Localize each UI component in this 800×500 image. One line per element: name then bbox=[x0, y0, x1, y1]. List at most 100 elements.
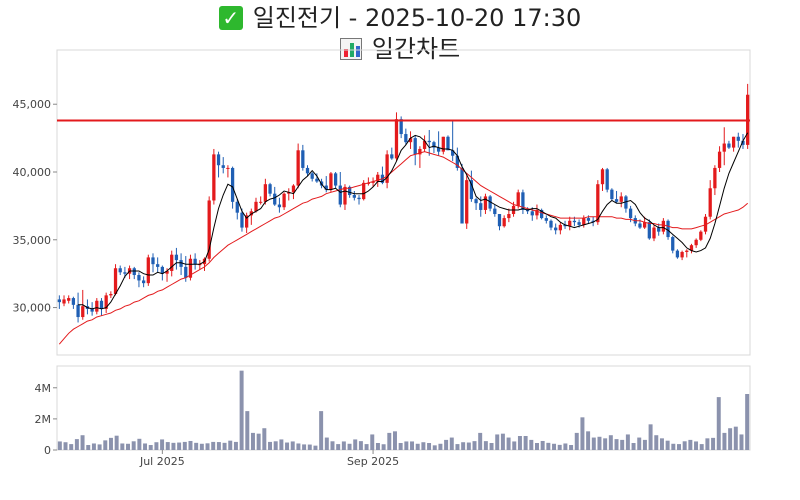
price-layer bbox=[57, 83, 750, 345]
volume-bar bbox=[398, 443, 403, 450]
candle-body bbox=[465, 180, 469, 224]
candle-body bbox=[240, 212, 244, 228]
candle-body bbox=[624, 196, 628, 209]
volume-bar bbox=[421, 442, 426, 450]
candle-body bbox=[661, 220, 666, 232]
volume-bar bbox=[569, 445, 574, 450]
volume-bar bbox=[722, 432, 727, 450]
candle-body bbox=[71, 298, 76, 305]
volume-bar bbox=[438, 443, 443, 450]
candle-body bbox=[586, 218, 591, 221]
volume-bar bbox=[478, 432, 483, 450]
volume-bar bbox=[114, 435, 119, 450]
candle-body bbox=[291, 185, 296, 193]
volume-bar bbox=[126, 443, 130, 450]
volume-bar bbox=[91, 443, 96, 450]
candle-body bbox=[535, 209, 539, 216]
volume-bar bbox=[194, 442, 199, 450]
candle-body bbox=[469, 180, 474, 200]
candle-body bbox=[390, 154, 394, 159]
volume-bar bbox=[688, 439, 693, 450]
candle-body bbox=[216, 154, 221, 166]
candle-body bbox=[310, 173, 314, 179]
candle-body bbox=[731, 136, 736, 148]
price-tick-label: 35,000 bbox=[13, 234, 52, 247]
volume-tick-label: 4M bbox=[35, 382, 52, 395]
candle-body bbox=[441, 136, 445, 152]
volume-bar bbox=[620, 439, 625, 450]
candle-body bbox=[736, 136, 740, 141]
candle-body bbox=[296, 150, 300, 186]
volume-bar bbox=[143, 443, 148, 450]
volume-bar bbox=[57, 441, 62, 450]
candle-body bbox=[436, 147, 441, 152]
date-axis: Jul 2025 Sep 2025 bbox=[139, 450, 399, 468]
volume-bar bbox=[461, 442, 466, 450]
volume-bar bbox=[665, 440, 670, 450]
volume-bar bbox=[415, 443, 420, 450]
volume-bar bbox=[74, 439, 79, 450]
volume-bar bbox=[97, 444, 102, 450]
price-axis: 30,000 35,000 40,000 45,000 bbox=[13, 98, 57, 315]
candle-body bbox=[572, 220, 577, 223]
volume-bar bbox=[86, 445, 91, 450]
candle-body bbox=[362, 182, 366, 200]
candle-body bbox=[666, 220, 670, 238]
candle-body bbox=[493, 208, 497, 215]
volume-bar bbox=[341, 441, 346, 450]
candle-body bbox=[385, 154, 389, 183]
volume-bar bbox=[165, 442, 170, 450]
candle-body bbox=[418, 148, 422, 155]
candle-body bbox=[123, 272, 127, 274]
volume-bar bbox=[69, 444, 74, 450]
volume-bar bbox=[222, 442, 227, 450]
candle-body bbox=[371, 181, 375, 183]
volume-bar bbox=[160, 439, 165, 450]
candle-body bbox=[141, 280, 146, 284]
volume-tick-label: 2M bbox=[35, 413, 52, 426]
candle-body bbox=[717, 151, 722, 168]
volume-bar bbox=[392, 431, 397, 450]
candle-body bbox=[305, 167, 310, 174]
volume-axis: 0 2M 4M bbox=[35, 382, 57, 457]
candle-body bbox=[563, 224, 567, 227]
candle-body bbox=[263, 184, 268, 202]
candle-body bbox=[301, 150, 305, 168]
volume-bar bbox=[733, 426, 738, 450]
volume-bar bbox=[739, 434, 744, 450]
candle-body bbox=[230, 167, 235, 202]
candle-body bbox=[638, 223, 642, 228]
volume-bar bbox=[250, 432, 255, 450]
volume-bar bbox=[546, 442, 551, 450]
candle-body bbox=[671, 237, 675, 251]
candle-body bbox=[605, 169, 609, 190]
date-tick-label: Sep 2025 bbox=[347, 455, 399, 468]
candle-body bbox=[685, 250, 689, 252]
candle-body bbox=[193, 258, 197, 265]
candle-body bbox=[146, 257, 150, 284]
volume-bar bbox=[177, 442, 182, 450]
candle-body bbox=[488, 196, 492, 209]
volume-bar bbox=[370, 434, 375, 450]
candle-body bbox=[268, 184, 272, 194]
volume-bar bbox=[279, 439, 284, 450]
volume-bar bbox=[120, 443, 125, 450]
candle-body bbox=[352, 195, 356, 198]
candle-body bbox=[530, 211, 534, 216]
volume-bar bbox=[591, 437, 596, 450]
candle-body bbox=[483, 196, 488, 210]
candle-body bbox=[647, 222, 651, 239]
volume-bar bbox=[512, 441, 517, 450]
candle-body bbox=[568, 220, 572, 227]
volume-bar bbox=[188, 440, 193, 450]
volume-bar bbox=[648, 424, 653, 450]
volume-bar bbox=[239, 370, 244, 450]
price-panel-frame bbox=[56, 49, 751, 356]
candle-body bbox=[160, 266, 164, 274]
candle-body bbox=[516, 192, 520, 206]
candle-body bbox=[413, 138, 417, 155]
candle-body bbox=[348, 186, 352, 196]
candle-body bbox=[446, 136, 450, 151]
candle-body bbox=[62, 299, 66, 304]
